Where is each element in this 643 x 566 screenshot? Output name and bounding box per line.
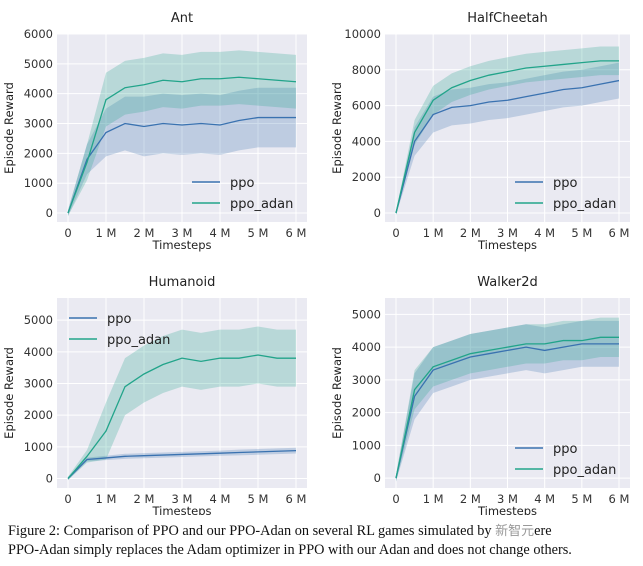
std-band-ppo_adan [396,46,619,215]
x-tick-label: 4 M [210,492,231,506]
x-tick-label: 1 M [423,492,444,506]
legend-label: ppo_adan [553,197,616,212]
y-tick-label: 3000 [352,373,381,387]
x-tick-label: 5 M [571,226,592,240]
x-tick-label: 0 [64,226,71,240]
std-band-ppo [68,87,296,217]
series-line-ppo_adan [395,336,619,479]
x-tick-label: 6 M [609,226,630,240]
std-band-ppo_adan [396,317,619,482]
y-tick-label: 10000 [344,27,381,41]
y-tick-label: 6000 [24,27,53,41]
chart-title: Ant [171,11,193,26]
std-band-ppo_adan [68,50,296,217]
watermark: 新智元 [495,524,535,539]
subplot-halfcheetah: 0 2000 4000 6000 8000 10000 0 1 M 2 M 3 M 4 M 5 M 6 … [330,11,630,252]
x-tick-label: 3 M [497,226,518,240]
x-tick-label: 5 M [248,226,269,240]
y-tick-label: 1000 [352,438,381,452]
y-tick-label: 6000 [352,99,381,113]
x-tick-label: 0 [64,492,71,506]
subplot-ant: 0 1000 2000 3000 4000 5000 6000 0 1 M 2 M 3 M 4 M 5 … [2,11,307,252]
x-tick-label: 2 M [134,492,155,506]
y-tick-label: 4000 [352,340,381,354]
x-tick-label: 3 M [172,492,193,506]
chart-title: HalfCheetah [467,11,548,26]
y-tick-label: 2000 [24,146,53,160]
y-tick-label: 0 [46,472,53,486]
x-tick-label: 5 M [248,492,269,506]
y-tick-label: 4000 [24,87,53,101]
x-tick-label: 6 M [609,492,630,506]
x-tick-label: 1 M [423,226,444,240]
x-tick-label: 6 M [286,226,307,240]
chart-title: Walker2d [477,275,538,290]
caption-line-1: Figure 2: Comparison of PPO and our PPO-… [8,523,492,539]
legend-label: ppo_adan [553,463,616,478]
caption-line-2: PPO-Adan simply replaces the Adam optimi… [8,542,572,558]
y-axis-label: Episode Reward [2,82,16,174]
x-tick-label: 5 M [571,492,592,506]
x-tick-label: 2 M [134,226,155,240]
series-line-ppo_adan [395,60,619,214]
x-tick-label: 2 M [460,226,481,240]
y-tick-label: 5000 [352,307,381,321]
x-tick-label: 1 M [96,492,117,506]
legend-label: ppo [107,312,132,327]
x-tick-label: 1 M [96,226,117,240]
y-tick-label: 5000 [24,57,53,71]
x-axis-label: Timesteps [151,504,211,515]
y-tick-label: 2000 [352,406,381,420]
subplot-humanoid: 0 1000 2000 3000 4000 5000 0 1 M 2 M 3 M 4 M 5 M 6 M… [2,275,307,515]
y-tick-label: 4000 [24,345,53,359]
y-tick-label: 0 [374,206,381,220]
y-axis-label: Episode Reward [330,82,344,174]
y-tick-label: 4000 [352,134,381,148]
x-tick-label: 0 [392,226,399,240]
series-line-ppo [67,116,296,214]
x-tick-label: 3 M [172,226,193,240]
series-line-ppo_adan [67,76,297,214]
x-tick-label: 4 M [534,492,555,506]
y-tick-label: 2000 [352,170,381,184]
x-axis-label: Timesteps [477,504,537,515]
x-axis-label: Timesteps [477,238,537,252]
x-tick-label: 4 M [210,226,231,240]
series-line-ppo [67,449,297,479]
y-tick-label: 5000 [24,313,53,327]
y-tick-label: 1000 [24,440,53,454]
legend-label: ppo [553,176,578,191]
x-tick-label: 6 M [286,492,307,506]
x-tick-label: 3 M [497,492,518,506]
y-tick-label: 3000 [24,377,53,391]
legend-label: ppo [230,176,255,191]
std-band-ppo [396,62,619,215]
y-tick-label: 2000 [24,408,53,422]
y-tick-label: 1000 [24,176,53,190]
legend-label: ppo [553,442,578,457]
x-tick-label: 2 M [460,492,481,506]
legend-label: ppo_adan [107,333,170,348]
x-tick-label: 4 M [534,226,555,240]
subplot-walker2d: 0 1000 2000 3000 4000 5000 0 1 M 2 M 3 M 4 M 5 M 6 M… [330,275,630,515]
figure: 0 1000 2000 3000 4000 5000 6000 0 1 M 2 M 3 M 4 M 5 … [2,11,630,515]
caption-line-1-end: ere [534,523,552,539]
y-axis-label: Episode Reward [330,347,344,439]
std-band-ppo_adan [68,326,296,481]
legend-label: ppo_adan [230,197,293,212]
x-axis-label: Timesteps [151,238,211,252]
y-axis-label: Episode Reward [2,347,16,439]
figure-caption: Figure 2: Comparison of PPO and our PPO-… [8,522,640,559]
y-tick-label: 3000 [24,117,53,131]
y-tick-label: 8000 [352,63,381,77]
chart-title: Humanoid [149,275,216,290]
std-band-ppo [396,320,619,482]
y-tick-label: 0 [46,206,53,220]
series-line-ppo [395,343,619,479]
x-tick-label: 0 [392,492,399,506]
series-line-ppo_adan [67,354,296,479]
y-tick-label: 0 [374,471,381,485]
series-line-ppo [395,79,620,214]
